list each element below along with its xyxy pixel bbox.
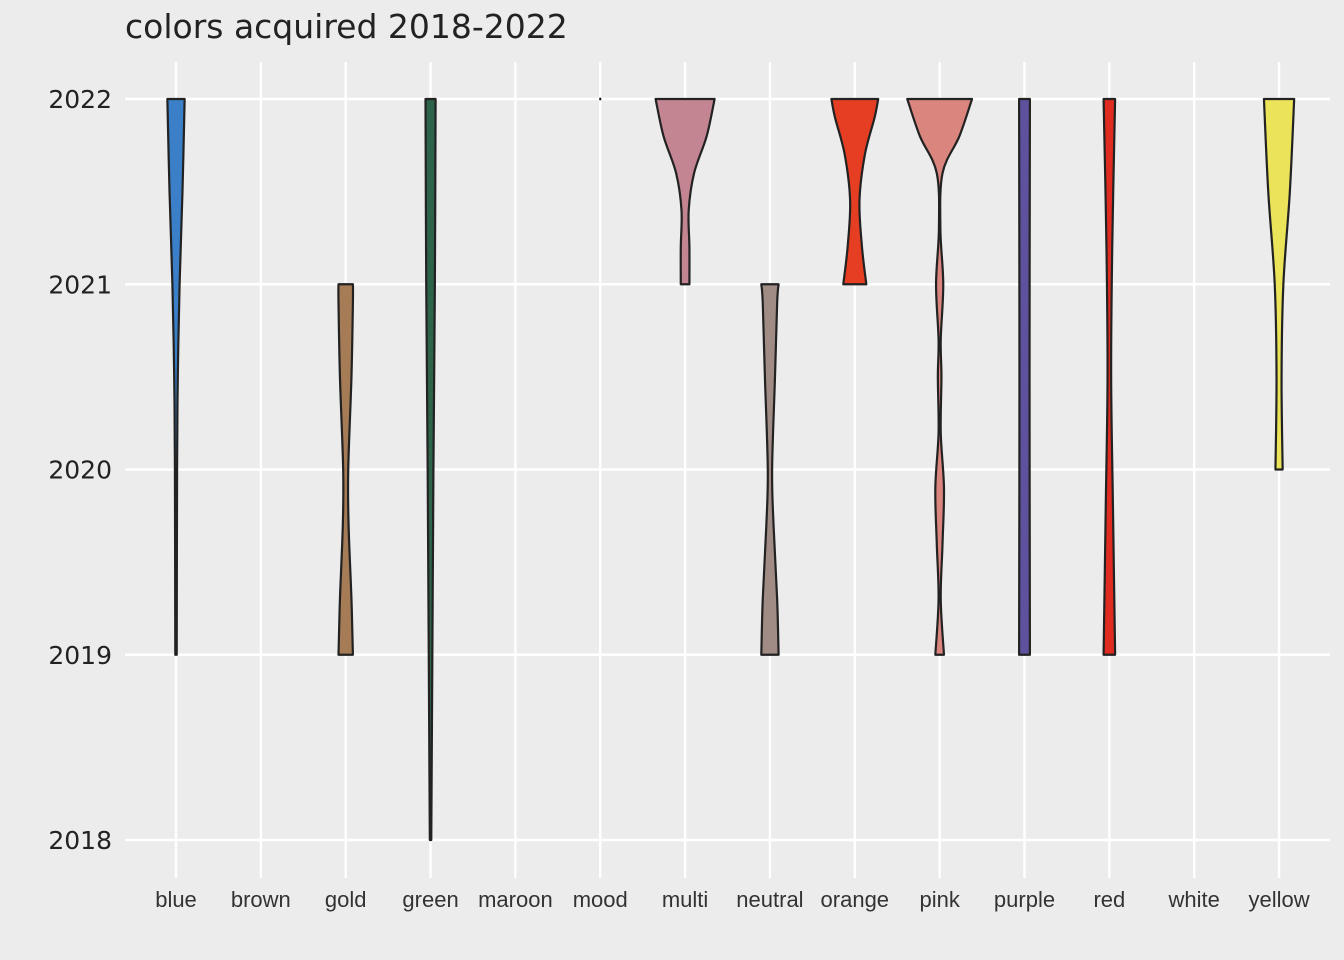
x-tick-label-green: green bbox=[402, 887, 458, 912]
violin-purple bbox=[1018, 97, 1031, 656]
x-tick-label-red: red bbox=[1093, 887, 1125, 912]
x-tick-label-gold: gold bbox=[325, 887, 367, 912]
x-tick-label-purple: purple bbox=[994, 887, 1055, 912]
x-tick-label-brown: brown bbox=[231, 887, 291, 912]
x-tick-label-yellow: yellow bbox=[1248, 887, 1309, 912]
violin-neutral bbox=[760, 283, 780, 656]
violin-red bbox=[1102, 97, 1117, 656]
violin-layer bbox=[166, 97, 1296, 842]
violin-gold bbox=[337, 283, 355, 656]
y-axis-ticks: 2018 2019 2020 2021 2022 bbox=[48, 85, 112, 855]
y-tick-label-2022: 2022 bbox=[48, 85, 112, 114]
x-tick-label-pink: pink bbox=[919, 887, 960, 912]
y-tick-label-2020: 2020 bbox=[48, 456, 112, 485]
y-tick-label-2019: 2019 bbox=[48, 641, 112, 670]
chart-title: colors acquired 2018-2022 bbox=[125, 7, 568, 46]
x-tick-label-multi: multi bbox=[662, 887, 708, 912]
x-tick-label-mood: mood bbox=[573, 887, 628, 912]
violin-yellow bbox=[1262, 97, 1296, 471]
violin-pink bbox=[906, 97, 974, 656]
violin-blue bbox=[166, 97, 186, 656]
x-tick-label-maroon: maroon bbox=[478, 887, 553, 912]
y-tick-label-2021: 2021 bbox=[48, 270, 112, 299]
x-tick-label-white: white bbox=[1168, 887, 1220, 912]
violin-green bbox=[424, 97, 437, 842]
y-tick-label-2018: 2018 bbox=[48, 826, 112, 855]
x-tick-label-neutral: neutral bbox=[736, 887, 803, 912]
x-tick-label-blue: blue bbox=[155, 887, 197, 912]
violin-multi bbox=[654, 97, 716, 286]
violin-orange bbox=[830, 97, 880, 286]
x-axis-ticks: blue brown gold green maroon mood multi neutral… bbox=[155, 887, 1310, 912]
x-tick-label-orange: orange bbox=[821, 887, 890, 912]
